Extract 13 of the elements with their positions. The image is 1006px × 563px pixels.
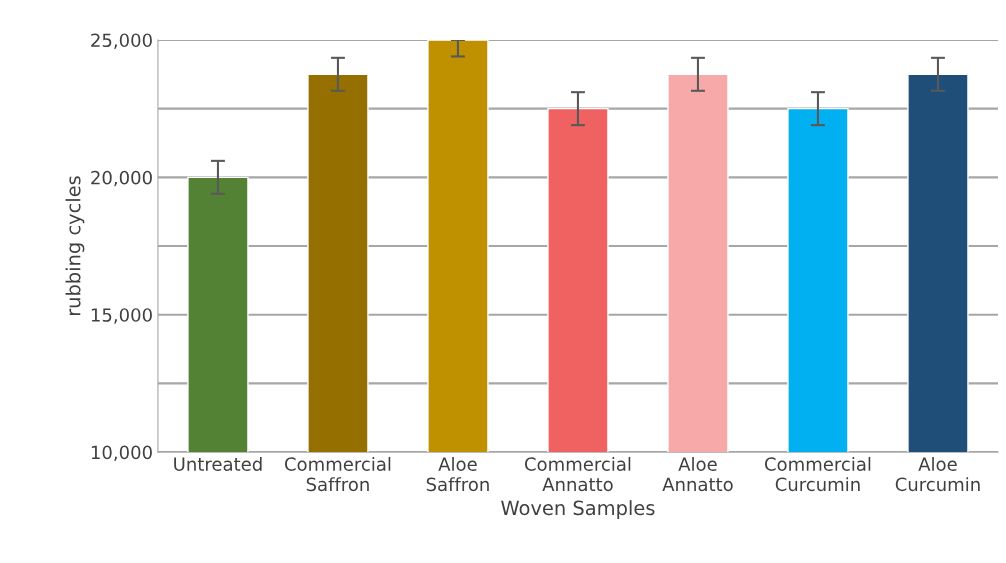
y-tick-label: 10,000	[91, 445, 152, 462]
y-tick-label: 25,000	[91, 33, 152, 49]
x-tick-label: Commercial Curcumin	[764, 456, 871, 492]
x-tick-label: Untreated	[174, 456, 262, 471]
y-axis-title: rubbing cycles	[65, 176, 85, 316]
x-tick-label: Aloe Annatto	[662, 456, 733, 492]
x-tick-label: Aloe Curcumin	[895, 456, 980, 492]
y-tick-label: 15,000	[91, 308, 152, 324]
x-axis-title: Woven Samples	[501, 500, 655, 520]
y-tick-label: 20,000	[91, 170, 152, 187]
x-tick-label: Aloe Saffron	[426, 456, 489, 492]
x-tick-label: Commercial Annatto	[524, 456, 631, 492]
x-tick-label: Commercial Saffron	[284, 456, 391, 492]
